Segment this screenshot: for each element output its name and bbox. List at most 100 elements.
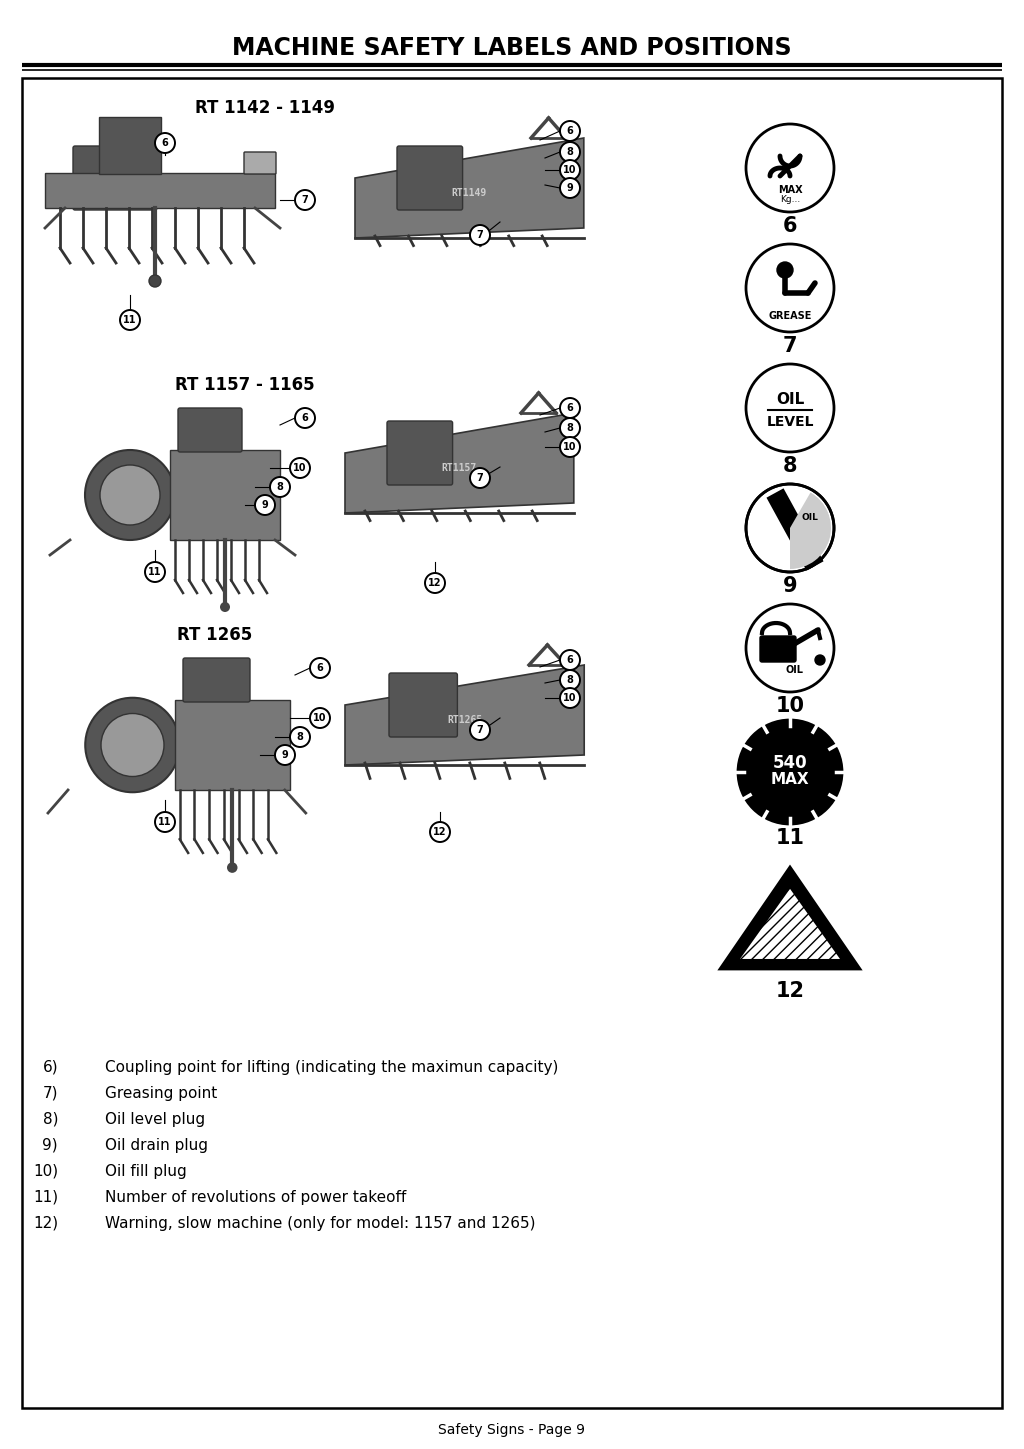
FancyBboxPatch shape [73, 146, 157, 210]
Text: RT 1157 - 1165: RT 1157 - 1165 [175, 375, 314, 394]
Circle shape [560, 669, 580, 690]
Text: 8: 8 [297, 732, 303, 742]
Text: 6: 6 [566, 403, 573, 413]
FancyBboxPatch shape [178, 409, 242, 452]
Circle shape [310, 658, 330, 678]
Polygon shape [345, 413, 573, 513]
Text: 9: 9 [566, 183, 573, 193]
Text: 7: 7 [782, 336, 798, 356]
Circle shape [560, 159, 580, 180]
Circle shape [310, 709, 330, 727]
Text: OIL: OIL [785, 665, 803, 675]
Text: 7: 7 [476, 724, 483, 735]
Text: Warning, slow machine (only for model: 1157 and 1265): Warning, slow machine (only for model: 1… [105, 1216, 536, 1232]
Text: 11: 11 [775, 827, 805, 848]
Circle shape [746, 364, 834, 452]
Text: MAX: MAX [777, 185, 803, 196]
Text: 10: 10 [313, 713, 327, 723]
Wedge shape [790, 493, 831, 569]
Circle shape [560, 438, 580, 456]
Circle shape [560, 651, 580, 669]
Circle shape [430, 822, 450, 842]
FancyBboxPatch shape [99, 117, 161, 174]
Text: 7): 7) [43, 1085, 58, 1101]
Text: 540: 540 [773, 753, 807, 772]
Circle shape [746, 604, 834, 693]
Text: 8: 8 [566, 423, 573, 433]
Text: 11): 11) [33, 1190, 58, 1206]
Circle shape [560, 142, 580, 162]
FancyBboxPatch shape [183, 658, 250, 701]
Text: 12: 12 [428, 578, 441, 588]
Polygon shape [45, 172, 275, 209]
Polygon shape [738, 887, 842, 961]
Polygon shape [355, 138, 584, 238]
FancyBboxPatch shape [387, 422, 453, 485]
Circle shape [560, 417, 580, 438]
Circle shape [150, 275, 161, 287]
Polygon shape [174, 700, 290, 790]
Text: Oil level plug: Oil level plug [105, 1111, 205, 1127]
Circle shape [290, 727, 310, 748]
Text: 9: 9 [261, 500, 268, 510]
Text: Oil drain plug: Oil drain plug [105, 1137, 208, 1153]
Text: 12: 12 [775, 981, 805, 1001]
Text: 9): 9) [42, 1137, 58, 1153]
Text: 6: 6 [162, 138, 168, 148]
Text: 8: 8 [276, 483, 284, 493]
Text: 11: 11 [123, 314, 137, 325]
Text: Kg...: Kg... [780, 196, 800, 204]
Text: 7: 7 [302, 196, 308, 204]
Circle shape [227, 862, 238, 872]
Circle shape [290, 458, 310, 478]
Circle shape [470, 225, 490, 245]
Text: 6: 6 [782, 216, 798, 236]
Text: 12): 12) [33, 1216, 58, 1232]
Polygon shape [170, 451, 280, 540]
Circle shape [425, 572, 445, 593]
Circle shape [85, 698, 180, 793]
Polygon shape [345, 665, 585, 765]
Text: 10: 10 [563, 165, 577, 175]
Text: 10: 10 [775, 696, 805, 716]
Circle shape [270, 477, 290, 497]
Circle shape [155, 133, 175, 154]
Circle shape [100, 465, 160, 525]
Text: 10: 10 [293, 464, 307, 472]
FancyBboxPatch shape [397, 146, 463, 210]
Text: 10: 10 [563, 442, 577, 452]
FancyBboxPatch shape [22, 78, 1002, 1408]
Circle shape [777, 262, 793, 278]
Text: Number of revolutions of power takeoff: Number of revolutions of power takeoff [105, 1190, 407, 1206]
Text: Greasing point: Greasing point [105, 1085, 217, 1101]
Circle shape [101, 713, 164, 777]
Text: Oil fill plug: Oil fill plug [105, 1164, 186, 1179]
Circle shape [155, 811, 175, 832]
Circle shape [470, 720, 490, 740]
FancyBboxPatch shape [244, 152, 276, 174]
Circle shape [560, 688, 580, 709]
Circle shape [560, 178, 580, 199]
Text: RT 1265: RT 1265 [177, 626, 253, 643]
Text: MACHINE SAFETY LABELS AND POSITIONS: MACHINE SAFETY LABELS AND POSITIONS [232, 36, 792, 59]
Text: RT1157: RT1157 [441, 464, 477, 472]
Text: 8: 8 [782, 456, 798, 477]
FancyBboxPatch shape [389, 672, 458, 738]
Circle shape [120, 310, 140, 330]
Text: 8): 8) [43, 1111, 58, 1127]
Text: GREASE: GREASE [768, 312, 812, 322]
Text: 12: 12 [433, 827, 446, 838]
Circle shape [746, 243, 834, 332]
Text: RT1149: RT1149 [452, 188, 487, 199]
Text: 8: 8 [566, 146, 573, 156]
Circle shape [295, 190, 315, 210]
Circle shape [220, 601, 230, 611]
FancyBboxPatch shape [760, 636, 796, 662]
Text: 9: 9 [282, 751, 289, 759]
Text: 11: 11 [159, 817, 172, 827]
Circle shape [560, 398, 580, 417]
Text: 6: 6 [302, 413, 308, 423]
Text: OIL: OIL [802, 513, 818, 523]
Text: 8: 8 [566, 675, 573, 685]
Text: 9: 9 [782, 577, 798, 596]
